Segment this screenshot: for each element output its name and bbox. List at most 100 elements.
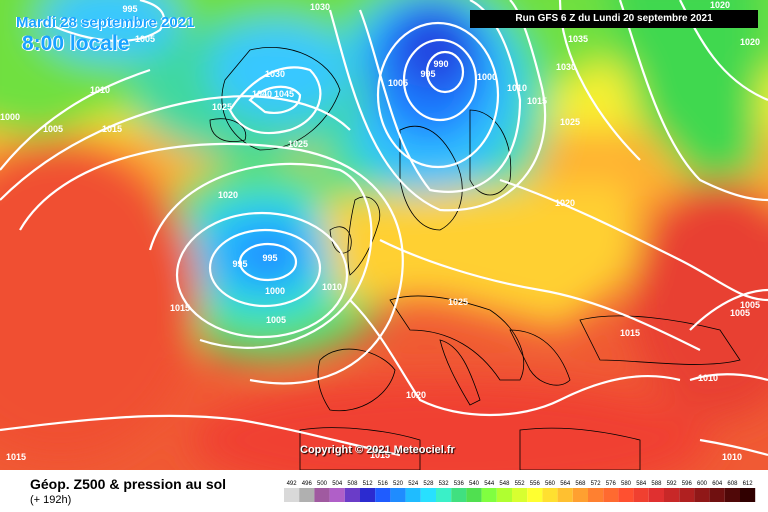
scale-swatch [314, 488, 330, 502]
scale-tick-label: 512 [363, 481, 374, 487]
scale-tick-label: 536 [454, 481, 465, 487]
scale-tick-label: 608 [727, 481, 738, 487]
scale-tick-label: 588 [651, 481, 662, 487]
scale-tick-label: 596 [682, 481, 693, 487]
copyright-text: Copyright © 2021 Meteociel.fr [300, 444, 455, 456]
isobar-label: 1015 [102, 124, 122, 134]
isobar-lines [0, 0, 768, 457]
isobar-label: 1010 [507, 83, 527, 93]
scale-swatch [633, 488, 649, 502]
isobar-label: 1015 [170, 303, 190, 313]
isobar-label: 1025 [560, 117, 580, 127]
map-subtitle: (+ 192h) [30, 494, 72, 506]
isobar-label: 1025 [448, 297, 468, 307]
isobar-label: 1020 [555, 198, 575, 208]
scale-tick-label: 572 [591, 481, 602, 487]
forecast-date: Mardi 28 septembre 2021 [16, 14, 195, 31]
isobar-label: 1005 [730, 308, 750, 318]
scale-swatch [572, 488, 588, 502]
scale-swatch [390, 488, 406, 502]
scale-swatch [481, 488, 497, 502]
scale-tick-label: 604 [712, 481, 723, 487]
scale-swatch [451, 488, 467, 502]
isobar-label: 1025 [288, 139, 308, 149]
scale-tick-label: 504 [332, 481, 343, 487]
scale-swatch [588, 488, 604, 502]
scale-swatch [648, 488, 664, 502]
isobar-label: 1005 [135, 34, 155, 44]
scale-swatch [466, 488, 482, 502]
isobar-label: 1005 [740, 300, 760, 310]
isobar-label: 1000 [0, 112, 20, 122]
isobar-label: 995 [122, 4, 137, 14]
scale-swatch [679, 488, 695, 502]
map-title: Géop. Z500 & pression au sol [30, 476, 227, 492]
scale-swatch [299, 488, 315, 502]
isobar-label: 1005 [266, 315, 286, 325]
scale-tick-label: 508 [347, 481, 358, 487]
scale-tick-label: 612 [743, 481, 754, 487]
isobar-labels: 995 1005 1030 1020 1020 1035 1030 990 995 1000 100… [0, 0, 760, 462]
isobar-label: 1025 [212, 102, 232, 112]
isobar-label: 1015 [370, 450, 390, 460]
scale-swatch [664, 488, 680, 502]
isobar-label: 1000 [477, 72, 497, 82]
scale-tick-label: 540 [469, 481, 480, 487]
scale-swatch [405, 488, 421, 502]
scale-tick-label: 500 [317, 481, 328, 487]
isobar-label: 1020 [710, 0, 730, 10]
isobar-label: 990 [433, 59, 448, 69]
scale-swatch [284, 488, 300, 502]
isobar-label: 1015 [620, 328, 640, 338]
isobar-label: 1010 [698, 373, 718, 383]
scale-swatch [542, 488, 558, 502]
scale-tick-label: 560 [545, 481, 556, 487]
scale-swatch [329, 488, 345, 502]
scale-tick-label: 520 [393, 481, 404, 487]
isobar-label: 1010 [322, 282, 342, 292]
isobar-label: 1010 [722, 452, 742, 462]
scale-tick-label: 584 [636, 481, 647, 487]
isobar-label: 1000 [265, 286, 285, 296]
isobar-label: 1015 [527, 96, 547, 106]
scale-tick-label: 576 [606, 481, 617, 487]
isobar-label: 1020 [740, 37, 760, 47]
scale-swatch [360, 488, 376, 502]
scale-swatch [344, 488, 360, 502]
scale-tick-label: 516 [378, 481, 389, 487]
isobar-label: 1020 [218, 190, 238, 200]
scale-tick-label: 524 [408, 481, 419, 487]
scale-tick-label: 528 [423, 481, 434, 487]
scale-swatch [527, 488, 543, 502]
scale-swatch [512, 488, 528, 502]
scale-swatch [709, 488, 725, 502]
scale-swatch [436, 488, 452, 502]
scale-swatch [618, 488, 634, 502]
scale-tick-label: 548 [499, 481, 510, 487]
isobar-label: 1040 [252, 89, 272, 99]
scale-tick-label: 600 [697, 481, 708, 487]
isobar-label: 1035 [568, 34, 588, 44]
scale-tick-label: 496 [302, 481, 313, 487]
isobar-label: 1010 [90, 85, 110, 95]
isobar-label: 995 [232, 259, 247, 269]
isobar-label: 1005 [43, 124, 63, 134]
scale-swatch [603, 488, 619, 502]
scale-swatch [420, 488, 436, 502]
isobar-label: 1005 [388, 78, 408, 88]
scale-tick-label: 568 [575, 481, 586, 487]
scale-tick-label: 552 [515, 481, 526, 487]
scale-tick-label: 544 [484, 481, 495, 487]
scale-swatch [694, 488, 710, 502]
forecast-time: 8:00 locale [22, 32, 130, 55]
run-info-box: Run GFS 6 Z du Lundi 20 septembre 2021 [470, 10, 758, 28]
scale-swatch [496, 488, 512, 502]
isobar-label: 1030 [556, 62, 576, 72]
scale-swatch [557, 488, 573, 502]
scale-tick-label: 556 [530, 481, 541, 487]
isobar-label: 1045 [274, 89, 294, 99]
scale-tick-label: 592 [667, 481, 678, 487]
isobar-label: 1030 [310, 2, 330, 12]
isobar-label: 1020 [406, 390, 426, 400]
